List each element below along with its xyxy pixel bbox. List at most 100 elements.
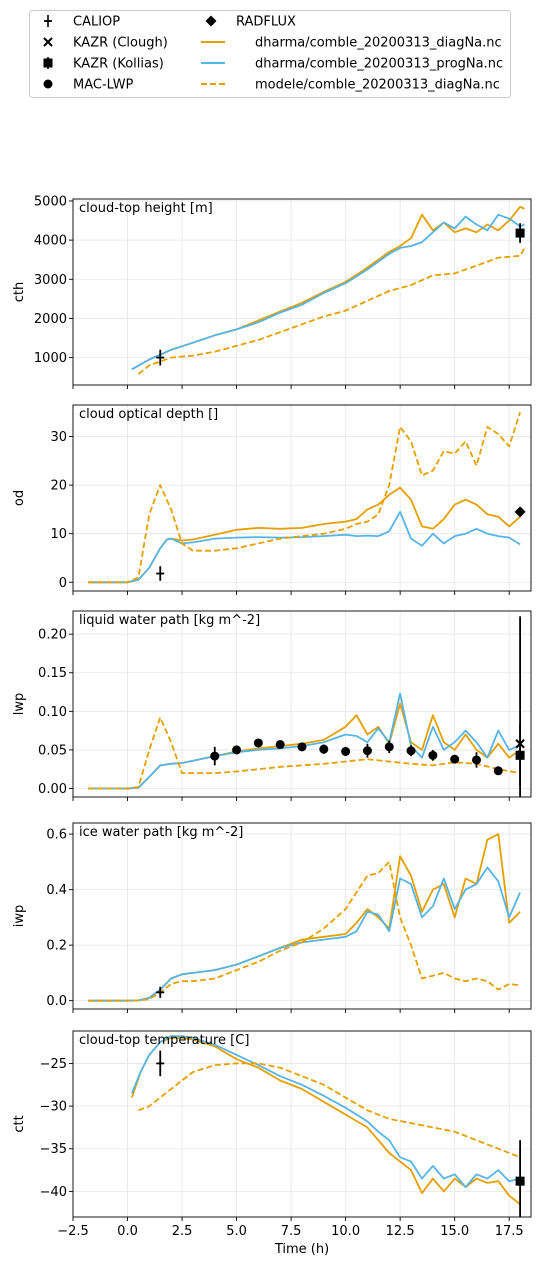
x-tick-label: 15.0 [440, 1224, 469, 1239]
panel-iwp: 0.0 0.2 0.4 0.6 iwp ice water path [kg m^-2] [12, 822, 532, 1013]
y-tick-label: 4000 [34, 234, 67, 249]
x-tick-label: 12.5 [386, 1224, 415, 1239]
series-line-dharma-comble-20200313-progna-nc [131, 213, 525, 371]
point-marker [362, 746, 372, 756]
x-tick-label: 10.0 [331, 1224, 360, 1239]
point-marker [406, 746, 416, 756]
x-tick-label: 0.0 [117, 1224, 138, 1239]
legend-label: KAZR (Clough) [73, 36, 168, 51]
point-mac-lwp [471, 752, 481, 768]
series-line-modele-comble-20200313-diagna-nc [138, 1062, 521, 1159]
legend-label: MAC-LWP [73, 78, 134, 93]
point-caliop [156, 349, 165, 366]
y-axis-label: od [12, 490, 27, 506]
y-tick-label: 0.10 [38, 705, 67, 720]
y-tick-label: 1000 [34, 351, 67, 366]
point-marker [319, 744, 329, 754]
y-tick-label: 0.15 [38, 666, 67, 681]
legend-frame [29, 10, 511, 98]
point-marker [275, 740, 285, 750]
panels: 1000 2000 3000 4000 5000 cth cloud-top height … [12, 194, 532, 1257]
grid [72, 611, 531, 797]
y-tick-label: 0.20 [38, 628, 67, 643]
point-caliop [156, 566, 165, 581]
point-caliop [156, 986, 165, 998]
y-axis-label: cth [12, 282, 27, 302]
point-mac-lwp [319, 744, 329, 754]
point-mac-lwp [493, 766, 503, 776]
legend-marker [43, 79, 53, 89]
point-caliop [156, 1050, 165, 1077]
series-group [88, 616, 525, 797]
panel-cth: 1000 2000 3000 4000 5000 cth cloud-top height … [12, 194, 532, 389]
y-axis-label: iwp [12, 905, 27, 928]
legend-label: KAZR (Kollias) [73, 57, 164, 72]
legend-entry-modele-comble-20200313-diagna-nc: modele/comble_20200313_diagNa.nc [201, 78, 500, 93]
y-tick-label: 5000 [34, 194, 67, 209]
x-axis-label: Time (h) [274, 1242, 329, 1257]
series-line-modele-comble-20200313-diagna-nc [88, 412, 521, 584]
point-mac-lwp [275, 740, 285, 750]
y-tick-label: −35 [40, 1142, 67, 1157]
x-tick-label: 5.0 [226, 1224, 247, 1239]
point-marker [210, 751, 220, 761]
legend-entry-kazr-clough: KAZR (Clough) [43, 36, 168, 51]
series-group [88, 412, 526, 584]
point-mac-lwp [428, 749, 438, 761]
point-marker [515, 739, 525, 749]
point-mac-lwp [362, 743, 372, 758]
point-mac-lwp [384, 740, 394, 754]
y-tick-label: −25 [40, 1057, 67, 1072]
axes-frame [72, 404, 532, 592]
point-marker [428, 750, 438, 760]
x-tick-label: 17.5 [495, 1224, 524, 1239]
y-tick-label: 0.2 [46, 939, 67, 954]
point-marker [253, 738, 263, 748]
legend-entry-caliop: CALIOP [44, 15, 120, 30]
legend-label: dharma/comble_20200313_progNa.nc [255, 57, 503, 72]
series-line-dharma-comble-20200313-progna-nc [88, 692, 521, 790]
point-marker [493, 766, 503, 776]
point-marker [232, 745, 242, 755]
legend-label: modele/comble_20200313_diagNa.nc [255, 78, 500, 93]
panel-ctt: −25 −30 −35 −40 −2.5 0.0 2.5 5.0 7.5 10.0 12.5 15.0… [12, 1030, 532, 1257]
point-mac-lwp [253, 738, 263, 748]
panel-annotation: cloud-top temperature [C] [79, 1033, 249, 1048]
y-tick-label: 3000 [34, 273, 67, 288]
y-tick-label: 0 [59, 576, 67, 591]
legend-entry-kazr-kollias: KAZR (Kollias) [43, 57, 164, 72]
point-radflux [514, 506, 526, 518]
series-line-modele-comble-20200313-diagna-nc [137, 247, 526, 375]
point-marker [471, 755, 481, 765]
y-tick-label: 30 [50, 430, 67, 445]
axes-frame [72, 822, 532, 1010]
legend-label: dharma/comble_20200313_diagNa.nc [255, 36, 502, 51]
point-kazr-kollias [515, 1140, 525, 1217]
series-line-dharma-comble-20200313-progna-nc [131, 1035, 521, 1188]
series-group [131, 1035, 525, 1217]
legend-entry-mac-lwp: MAC-LWP [43, 78, 134, 93]
y-tick-label: 2000 [34, 312, 67, 327]
y-tick-label: 0.05 [38, 743, 67, 758]
y-tick-label: −40 [40, 1185, 67, 1200]
panel-annotation: cloud optical depth [] [79, 407, 218, 422]
point-marker [515, 228, 525, 238]
legend-entry-radflux: RADFLUX [205, 15, 296, 30]
y-tick-label: 10 [50, 527, 67, 542]
x-tick-label: 2.5 [172, 1224, 193, 1239]
panel-annotation: cloud-top height [m] [79, 201, 213, 216]
y-tick-label: 0.00 [38, 782, 67, 797]
x-tick-label: −2.5 [57, 1224, 89, 1239]
series-line-dharma-comble-20200313-diagna-nc [131, 1036, 521, 1205]
axes-frame [72, 1030, 532, 1218]
y-tick-label: 0.6 [46, 828, 67, 843]
panel-lwp: 0.00 0.05 0.10 0.15 0.20 lwp liquid water path… [12, 610, 532, 801]
y-axis-label: lwp [12, 693, 27, 716]
y-tick-label: −30 [40, 1100, 67, 1115]
grid [72, 1031, 531, 1217]
grid [72, 823, 531, 1009]
legend-marker [43, 37, 53, 47]
y-tick-label: 0.0 [46, 994, 67, 1009]
legend-marker [43, 58, 53, 68]
